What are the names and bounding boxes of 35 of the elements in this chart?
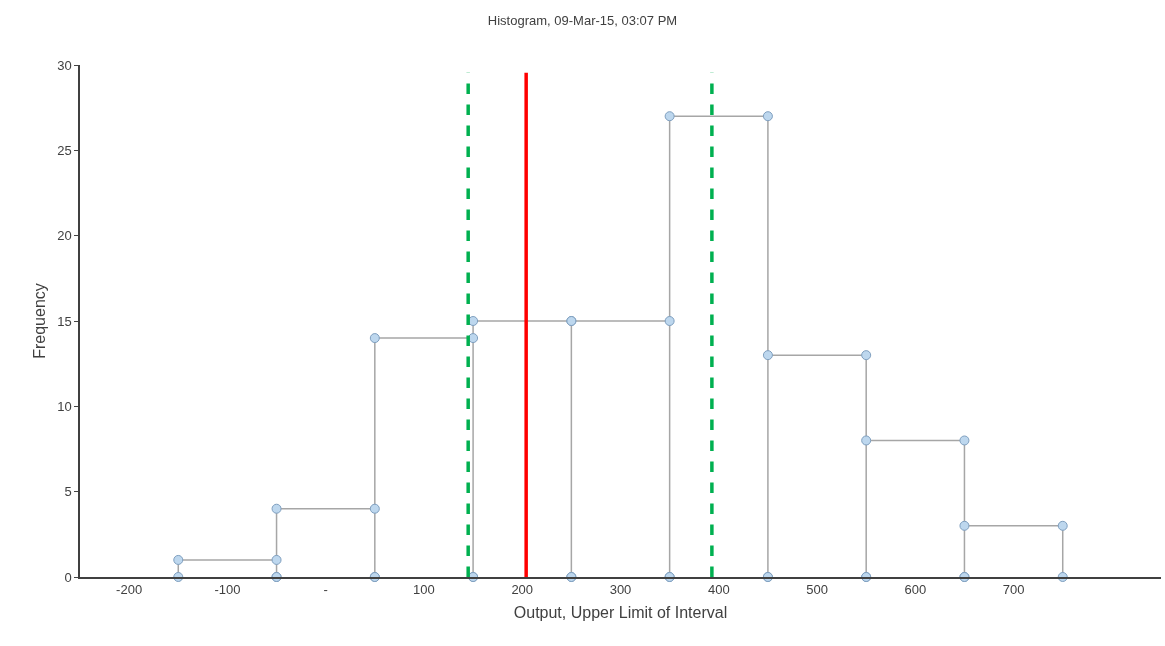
point (861, 350, 872, 361)
x-tick-label: 400 (707, 582, 730, 598)
x-tick-label: 600 (904, 582, 927, 598)
x-tick-label: 200 (511, 582, 534, 598)
y-tick-label: 25 (57, 142, 72, 158)
x-tick-label: -100 (214, 582, 241, 598)
y-tick-label: 5 (64, 484, 72, 500)
y-tick-label: 15 (57, 313, 72, 329)
x-tick-label: 700 (1002, 582, 1025, 598)
point (173, 554, 184, 565)
point (271, 554, 282, 565)
point (664, 111, 675, 122)
x-tick-label: 500 (806, 582, 828, 598)
point (861, 435, 872, 446)
point (762, 350, 773, 361)
point (1057, 520, 1068, 531)
point (369, 333, 380, 344)
x-axis-title: Output, Upper Limit of Interval (513, 603, 728, 621)
x-tick-label: 100 (413, 582, 435, 598)
x-tick-label: - (323, 582, 328, 598)
y-tick-label: 10 (57, 398, 72, 414)
point (369, 503, 380, 514)
x-tick-label: 300 (609, 582, 632, 598)
point (271, 503, 282, 514)
point (959, 435, 970, 446)
x-tick-label: -200 (116, 582, 143, 598)
point (762, 111, 773, 122)
y-tick-label: 30 (57, 57, 72, 73)
point (664, 316, 675, 326)
point (959, 520, 970, 531)
y-tick-label: 0 (64, 569, 72, 585)
y-tick-label: 20 (57, 228, 72, 244)
chart-title: Histogram, 09-Mar-15, 03:07 PM (487, 13, 678, 29)
y-axis-title: Frequency (30, 283, 48, 359)
point (468, 333, 479, 344)
